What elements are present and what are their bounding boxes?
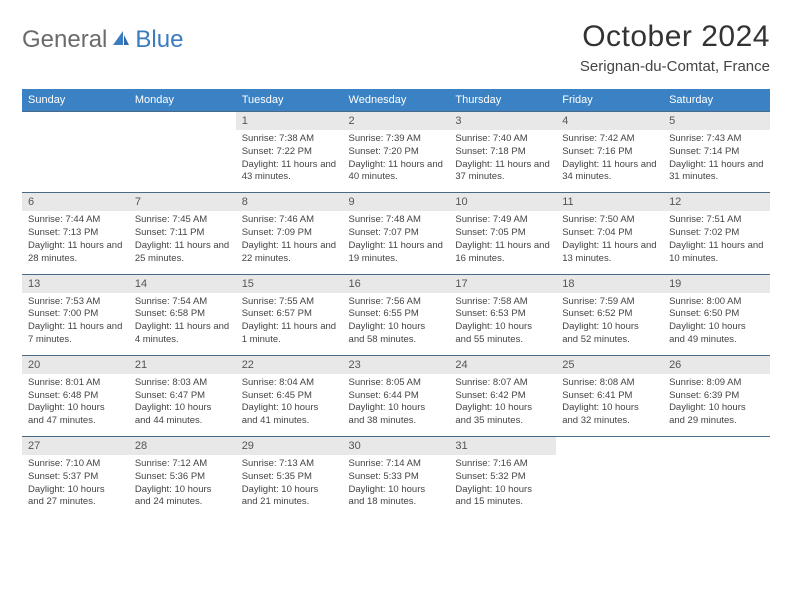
logo-text-2: Blue [135, 26, 183, 54]
date-detail-cell: Sunrise: 7:10 AMSunset: 5:37 PMDaylight:… [22, 455, 129, 517]
weekday-label: Wednesday [343, 89, 450, 111]
calendar-table: Sunday Monday Tuesday Wednesday Thursday… [22, 89, 770, 111]
date-number-cell: 15 [236, 274, 343, 293]
date-number-cell: 16 [343, 274, 450, 293]
weekday-label: Thursday [449, 89, 556, 111]
date-detail-row: Sunrise: 7:38 AMSunset: 7:22 PMDaylight:… [22, 130, 770, 193]
date-number-cell: 13 [22, 274, 129, 293]
date-number-cell: 8 [236, 193, 343, 212]
date-number-cell: 3 [449, 112, 556, 131]
date-number-row: 20212223242526 [22, 355, 770, 374]
date-number-cell: 4 [556, 112, 663, 131]
weekday-label: Monday [129, 89, 236, 111]
date-number-cell [556, 437, 663, 456]
date-number-cell: 5 [663, 112, 770, 131]
date-detail-row: Sunrise: 7:53 AMSunset: 7:00 PMDaylight:… [22, 293, 770, 356]
date-detail-cell: Sunrise: 8:04 AMSunset: 6:45 PMDaylight:… [236, 374, 343, 437]
date-number-cell: 21 [129, 355, 236, 374]
date-detail-cell: Sunrise: 8:03 AMSunset: 6:47 PMDaylight:… [129, 374, 236, 437]
date-detail-cell: Sunrise: 7:14 AMSunset: 5:33 PMDaylight:… [343, 455, 450, 517]
date-number-cell: 27 [22, 437, 129, 456]
date-detail-cell: Sunrise: 8:01 AMSunset: 6:48 PMDaylight:… [22, 374, 129, 437]
month-title: October 2024 [580, 20, 770, 54]
logo: General Blue [22, 20, 183, 54]
date-detail-cell: Sunrise: 7:45 AMSunset: 7:11 PMDaylight:… [129, 211, 236, 274]
date-number-cell: 23 [343, 355, 450, 374]
date-number-cell: 25 [556, 355, 663, 374]
page-header: General Blue October 2024 Serignan-du-Co… [22, 20, 770, 75]
date-detail-cell: Sunrise: 7:53 AMSunset: 7:00 PMDaylight:… [22, 293, 129, 356]
date-detail-cell: Sunrise: 8:05 AMSunset: 6:44 PMDaylight:… [343, 374, 450, 437]
date-number-cell: 29 [236, 437, 343, 456]
date-detail-cell: Sunrise: 8:08 AMSunset: 6:41 PMDaylight:… [556, 374, 663, 437]
location-label: Serignan-du-Comtat, France [580, 58, 770, 75]
date-number-row: 2728293031 [22, 437, 770, 456]
date-number-cell: 11 [556, 193, 663, 212]
date-detail-cell [129, 130, 236, 193]
date-detail-row: Sunrise: 7:44 AMSunset: 7:13 PMDaylight:… [22, 211, 770, 274]
date-number-row: 13141516171819 [22, 274, 770, 293]
date-number-cell: 12 [663, 193, 770, 212]
date-number-cell: 17 [449, 274, 556, 293]
weekday-label: Tuesday [236, 89, 343, 111]
date-number-cell: 7 [129, 193, 236, 212]
date-number-cell: 9 [343, 193, 450, 212]
date-detail-cell: Sunrise: 7:44 AMSunset: 7:13 PMDaylight:… [22, 211, 129, 274]
date-detail-cell: Sunrise: 7:13 AMSunset: 5:35 PMDaylight:… [236, 455, 343, 517]
date-detail-cell: Sunrise: 7:59 AMSunset: 6:52 PMDaylight:… [556, 293, 663, 356]
date-detail-cell: Sunrise: 7:42 AMSunset: 7:16 PMDaylight:… [556, 130, 663, 193]
date-number-cell [22, 112, 129, 131]
date-detail-row: Sunrise: 7:10 AMSunset: 5:37 PMDaylight:… [22, 455, 770, 517]
date-detail-cell: Sunrise: 7:51 AMSunset: 7:02 PMDaylight:… [663, 211, 770, 274]
date-number-cell: 31 [449, 437, 556, 456]
logo-text-1: General [22, 26, 107, 54]
date-number-cell [129, 112, 236, 131]
date-detail-cell [556, 455, 663, 517]
date-number-cell: 6 [22, 193, 129, 212]
date-detail-cell: Sunrise: 7:38 AMSunset: 7:22 PMDaylight:… [236, 130, 343, 193]
date-detail-cell: Sunrise: 7:49 AMSunset: 7:05 PMDaylight:… [449, 211, 556, 274]
date-detail-cell: Sunrise: 7:54 AMSunset: 6:58 PMDaylight:… [129, 293, 236, 356]
date-number-cell: 1 [236, 112, 343, 131]
date-number-cell: 14 [129, 274, 236, 293]
date-detail-cell: Sunrise: 7:39 AMSunset: 7:20 PMDaylight:… [343, 130, 450, 193]
date-number-cell: 2 [343, 112, 450, 131]
date-number-cell: 24 [449, 355, 556, 374]
date-detail-cell: Sunrise: 7:16 AMSunset: 5:32 PMDaylight:… [449, 455, 556, 517]
date-detail-cell: Sunrise: 7:40 AMSunset: 7:18 PMDaylight:… [449, 130, 556, 193]
date-detail-cell: Sunrise: 8:09 AMSunset: 6:39 PMDaylight:… [663, 374, 770, 437]
date-detail-cell [663, 455, 770, 517]
date-number-cell: 22 [236, 355, 343, 374]
date-number-cell: 30 [343, 437, 450, 456]
date-number-cell: 10 [449, 193, 556, 212]
date-number-row: 12345 [22, 112, 770, 131]
date-number-row: 6789101112 [22, 193, 770, 212]
date-number-cell: 28 [129, 437, 236, 456]
date-number-cell: 20 [22, 355, 129, 374]
weekday-header-row: Sunday Monday Tuesday Wednesday Thursday… [22, 89, 770, 111]
date-number-cell [663, 437, 770, 456]
date-detail-cell [22, 130, 129, 193]
title-block: October 2024 Serignan-du-Comtat, France [580, 20, 770, 75]
date-detail-cell: Sunrise: 8:00 AMSunset: 6:50 PMDaylight:… [663, 293, 770, 356]
date-detail-row: Sunrise: 8:01 AMSunset: 6:48 PMDaylight:… [22, 374, 770, 437]
date-number-cell: 26 [663, 355, 770, 374]
weekday-label: Saturday [663, 89, 770, 111]
date-detail-cell: Sunrise: 7:56 AMSunset: 6:55 PMDaylight:… [343, 293, 450, 356]
logo-sail-icon [111, 26, 131, 54]
date-detail-cell: Sunrise: 7:50 AMSunset: 7:04 PMDaylight:… [556, 211, 663, 274]
date-detail-cell: Sunrise: 8:07 AMSunset: 6:42 PMDaylight:… [449, 374, 556, 437]
weekday-label: Sunday [22, 89, 129, 111]
date-detail-cell: Sunrise: 7:48 AMSunset: 7:07 PMDaylight:… [343, 211, 450, 274]
date-detail-cell: Sunrise: 7:46 AMSunset: 7:09 PMDaylight:… [236, 211, 343, 274]
date-detail-cell: Sunrise: 7:43 AMSunset: 7:14 PMDaylight:… [663, 130, 770, 193]
weekday-label: Friday [556, 89, 663, 111]
date-detail-cell: Sunrise: 7:55 AMSunset: 6:57 PMDaylight:… [236, 293, 343, 356]
date-detail-cell: Sunrise: 7:58 AMSunset: 6:53 PMDaylight:… [449, 293, 556, 356]
date-number-cell: 18 [556, 274, 663, 293]
calendar-body: 12345Sunrise: 7:38 AMSunset: 7:22 PMDayl… [22, 111, 770, 517]
date-detail-cell: Sunrise: 7:12 AMSunset: 5:36 PMDaylight:… [129, 455, 236, 517]
date-number-cell: 19 [663, 274, 770, 293]
